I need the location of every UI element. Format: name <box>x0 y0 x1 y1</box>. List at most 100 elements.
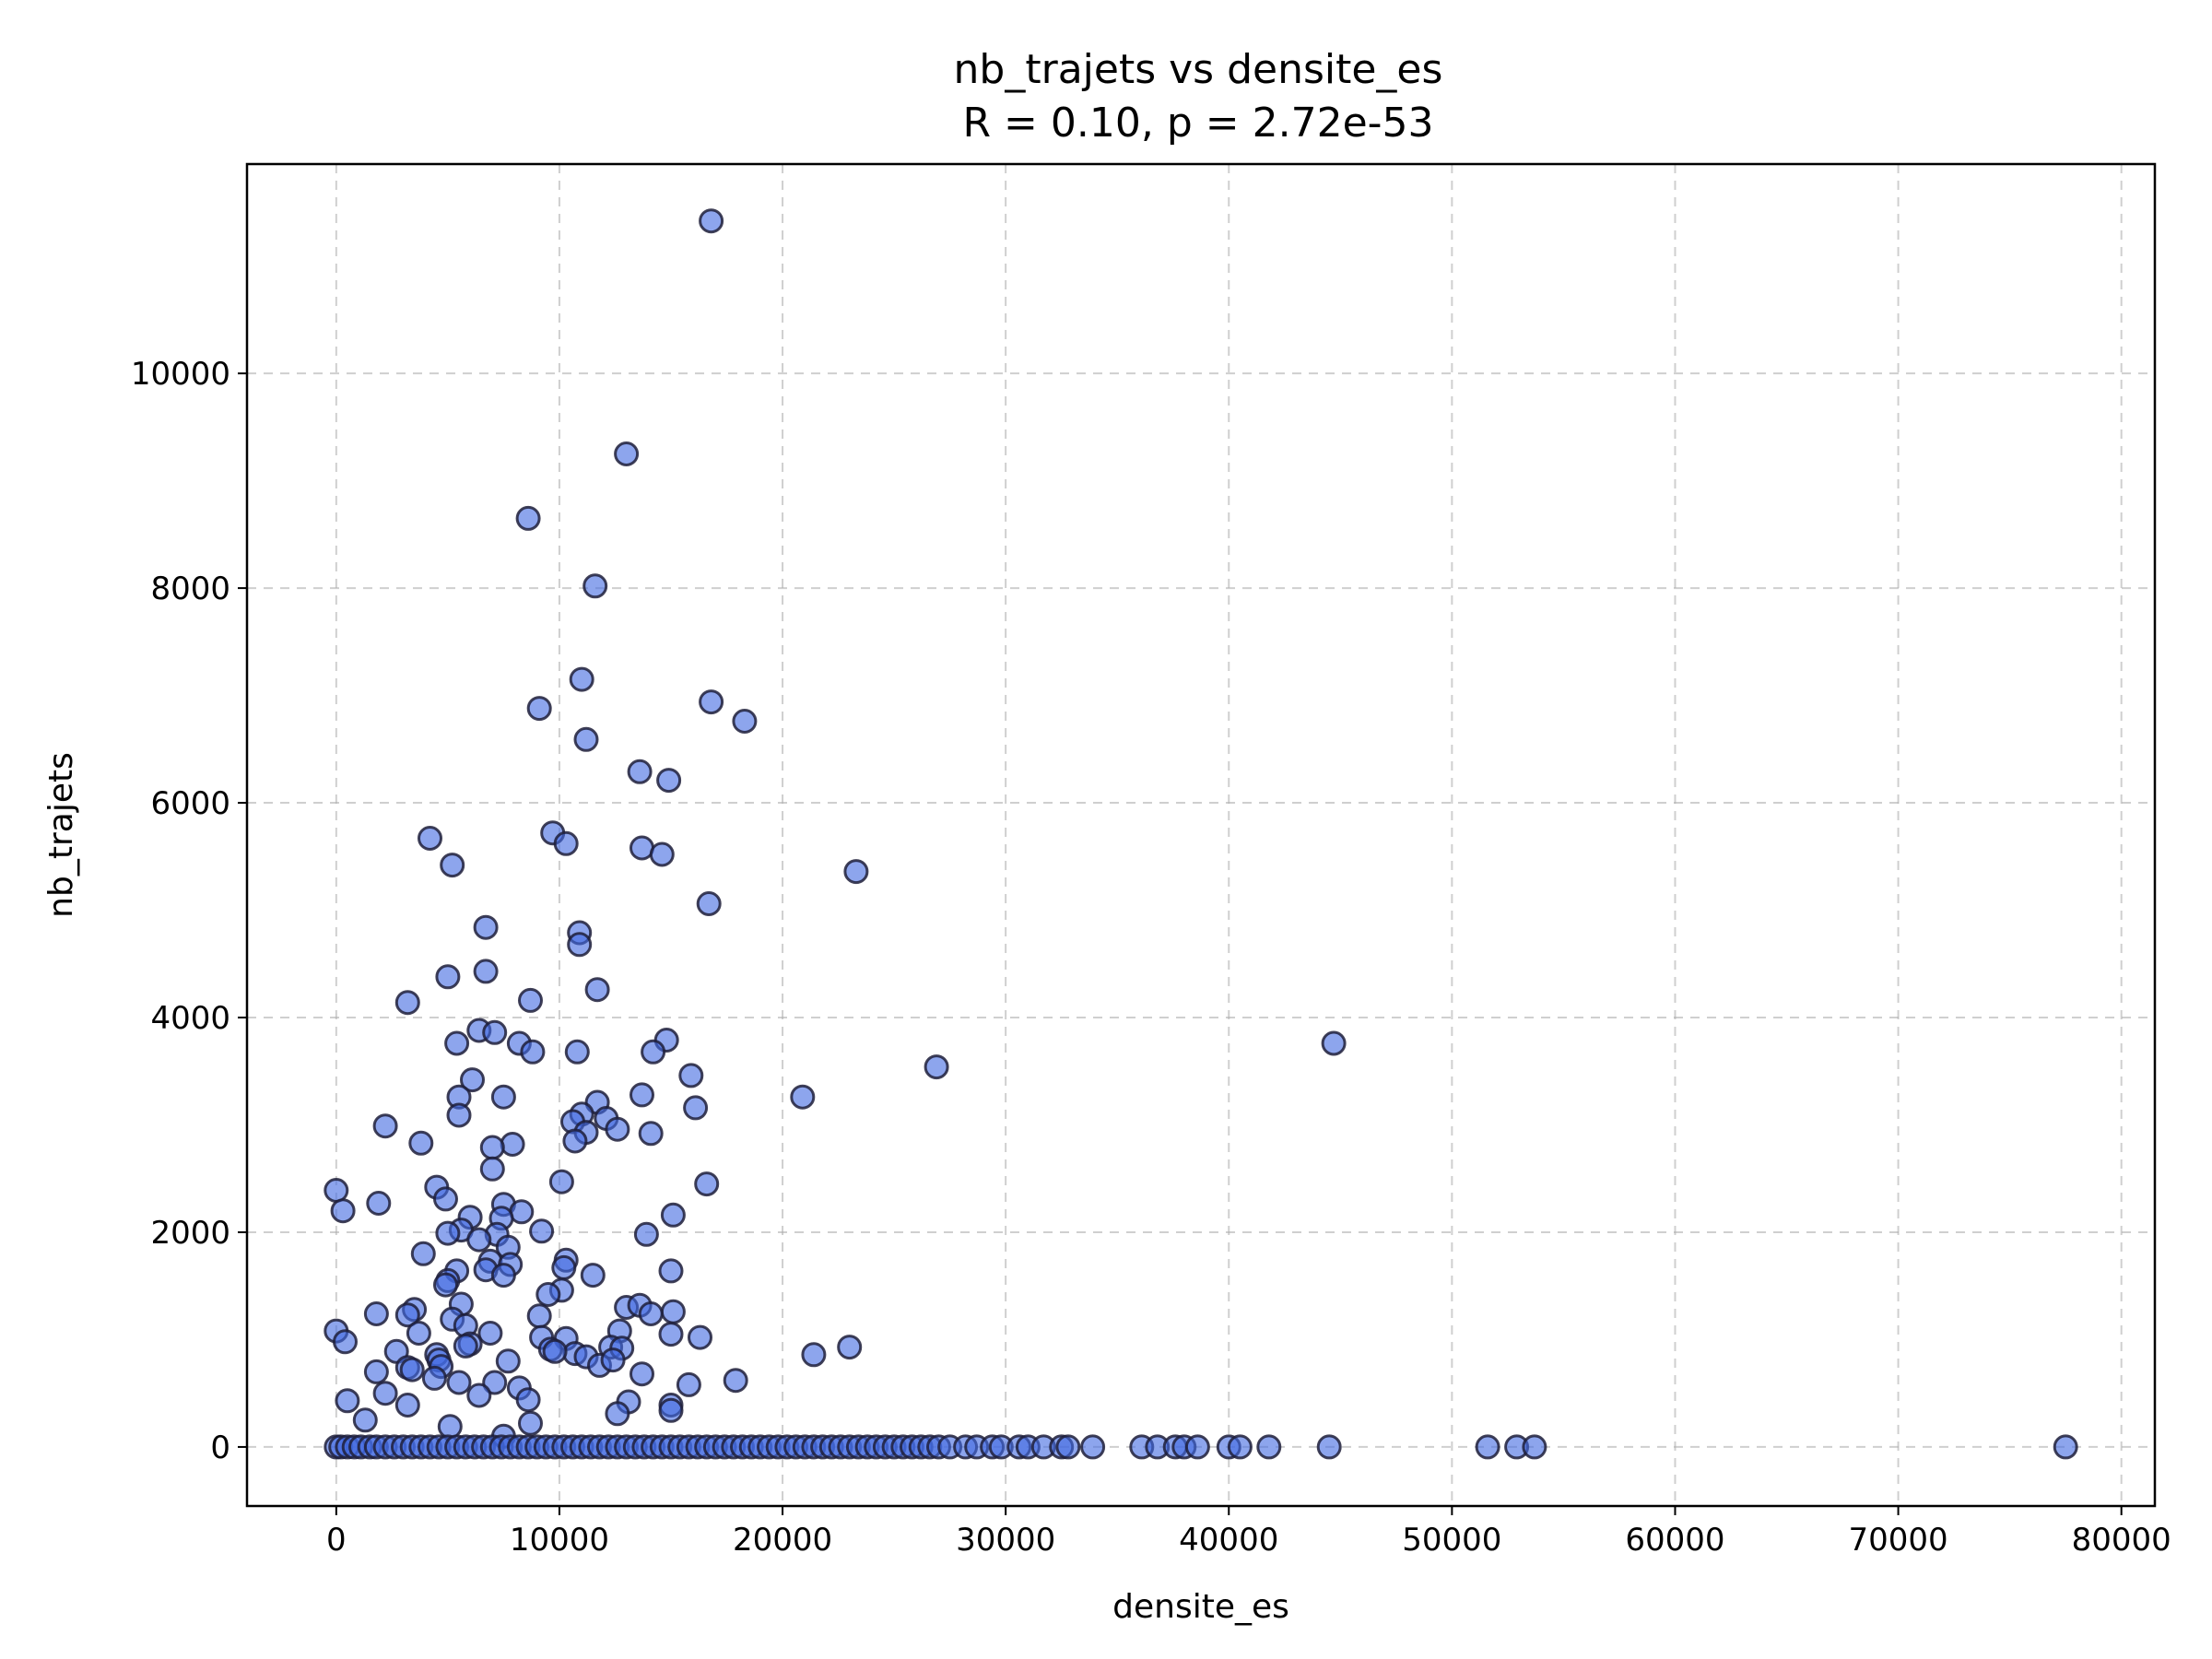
scatter-point <box>732 709 758 734</box>
scatter-point <box>526 1303 552 1329</box>
grid-lines <box>247 164 2155 1506</box>
scatter-point <box>526 696 552 722</box>
scatter-point <box>676 1371 701 1397</box>
scatter-point <box>394 1302 420 1328</box>
scatter-point <box>633 1221 659 1247</box>
scatter-point <box>477 1321 503 1346</box>
scatter-point <box>658 1322 684 1347</box>
scatter-point <box>843 859 869 885</box>
scatter-point <box>466 1227 492 1253</box>
scatter-point <box>564 1039 590 1065</box>
scatter-point <box>479 1156 505 1182</box>
scatter-point <box>515 1387 541 1413</box>
scatter-point <box>352 1407 378 1433</box>
scatter-point <box>394 990 420 1016</box>
scatter-point <box>694 1171 720 1197</box>
scatter-point <box>688 1324 712 1350</box>
y-tick-label: 6000 <box>150 785 230 822</box>
scatter-point <box>542 1338 568 1364</box>
x-axis-label: densite_es <box>1112 1588 1289 1626</box>
scatter-point <box>466 1382 492 1408</box>
scatter-point <box>699 689 724 715</box>
scatter-point <box>335 1388 360 1414</box>
chart-title: nb_trajets vs densite_es <box>954 46 1443 93</box>
scatter-point <box>660 1299 686 1324</box>
scatter-point <box>473 959 499 984</box>
axis-ticks: 0 10000 20000 30000 40000 50000 60000 70000 8000… <box>131 356 2171 1559</box>
scatter-point <box>1184 1434 1210 1460</box>
scatter-point <box>399 1357 425 1382</box>
scatter-point <box>683 1095 709 1121</box>
scatter-point <box>614 441 640 466</box>
scatter-point <box>605 1401 630 1427</box>
x-tick-label: 50000 <box>1402 1522 1501 1559</box>
scatter-point <box>837 1335 863 1360</box>
plot-frame <box>245 162 2157 1508</box>
scatter-point <box>529 1218 555 1244</box>
x-tick-label: 80000 <box>2072 1522 2171 1559</box>
scatter-point <box>408 1130 434 1156</box>
scatter-point <box>479 1135 505 1160</box>
scatter-point <box>482 1370 508 1395</box>
scatter-point <box>460 1067 485 1093</box>
scatter-point <box>1256 1434 1282 1460</box>
scatter-point <box>1227 1434 1253 1460</box>
scatter-point <box>656 768 682 794</box>
scatter-point <box>696 891 722 916</box>
scatter-point <box>324 1178 349 1203</box>
y-tick-label: 10000 <box>131 356 230 393</box>
scatter-point <box>638 1121 664 1147</box>
scatter-point <box>790 1084 816 1110</box>
scatter-point <box>446 1102 472 1128</box>
scatter-point <box>641 1039 666 1065</box>
scatter-point <box>372 1381 398 1406</box>
y-tick-label: 0 <box>210 1430 230 1466</box>
scatter-point <box>372 1113 398 1139</box>
scatter-point <box>678 1063 704 1088</box>
scatter-point <box>567 932 593 958</box>
scatter-point <box>410 1241 436 1266</box>
scatter-point <box>500 1132 525 1157</box>
scatter-point <box>1316 1434 1342 1460</box>
scatter-point <box>363 1359 389 1384</box>
scatter-point <box>1475 1434 1500 1460</box>
scatter-point <box>1080 1434 1106 1460</box>
scatter-point <box>440 853 465 878</box>
y-axis-label: nb_trajets <box>42 752 80 918</box>
scatter-point <box>638 1301 664 1326</box>
scatter-point <box>649 841 675 867</box>
scatter-point <box>699 208 724 234</box>
scatter-point <box>515 505 541 531</box>
scatter-point <box>490 1263 516 1288</box>
x-tick-label: 40000 <box>1179 1522 1278 1559</box>
scatter-point <box>394 1393 420 1418</box>
scatter-point <box>520 1039 546 1065</box>
scatter-point <box>333 1329 358 1355</box>
scatter-point <box>569 666 594 692</box>
y-tick-label: 4000 <box>150 1000 230 1037</box>
scatter-point <box>421 1365 447 1391</box>
scatter-point <box>660 1202 686 1228</box>
scatter-point <box>580 1263 606 1288</box>
x-tick-label: 20000 <box>733 1522 832 1559</box>
scatter-point <box>433 1272 458 1298</box>
scatter-point <box>551 1254 577 1280</box>
scatter-point <box>446 1370 472 1395</box>
scatter-point <box>433 1186 458 1212</box>
scatter-point <box>495 1348 521 1374</box>
scatter-point <box>406 1321 431 1346</box>
scatter-point <box>553 830 579 856</box>
scatter-point <box>548 1169 574 1194</box>
y-tick-label: 2000 <box>150 1215 230 1252</box>
scatter-point <box>629 1082 654 1108</box>
scatter-point <box>535 1282 561 1307</box>
x-tick-label: 30000 <box>956 1522 1055 1559</box>
scatter-point <box>562 1128 588 1154</box>
scatter-point <box>1522 1434 1547 1460</box>
scatter-point <box>600 1347 626 1373</box>
scatter-point <box>573 726 599 752</box>
scatter-point <box>924 1054 949 1080</box>
scatter-point <box>435 964 461 990</box>
scatter-point <box>363 1301 389 1326</box>
